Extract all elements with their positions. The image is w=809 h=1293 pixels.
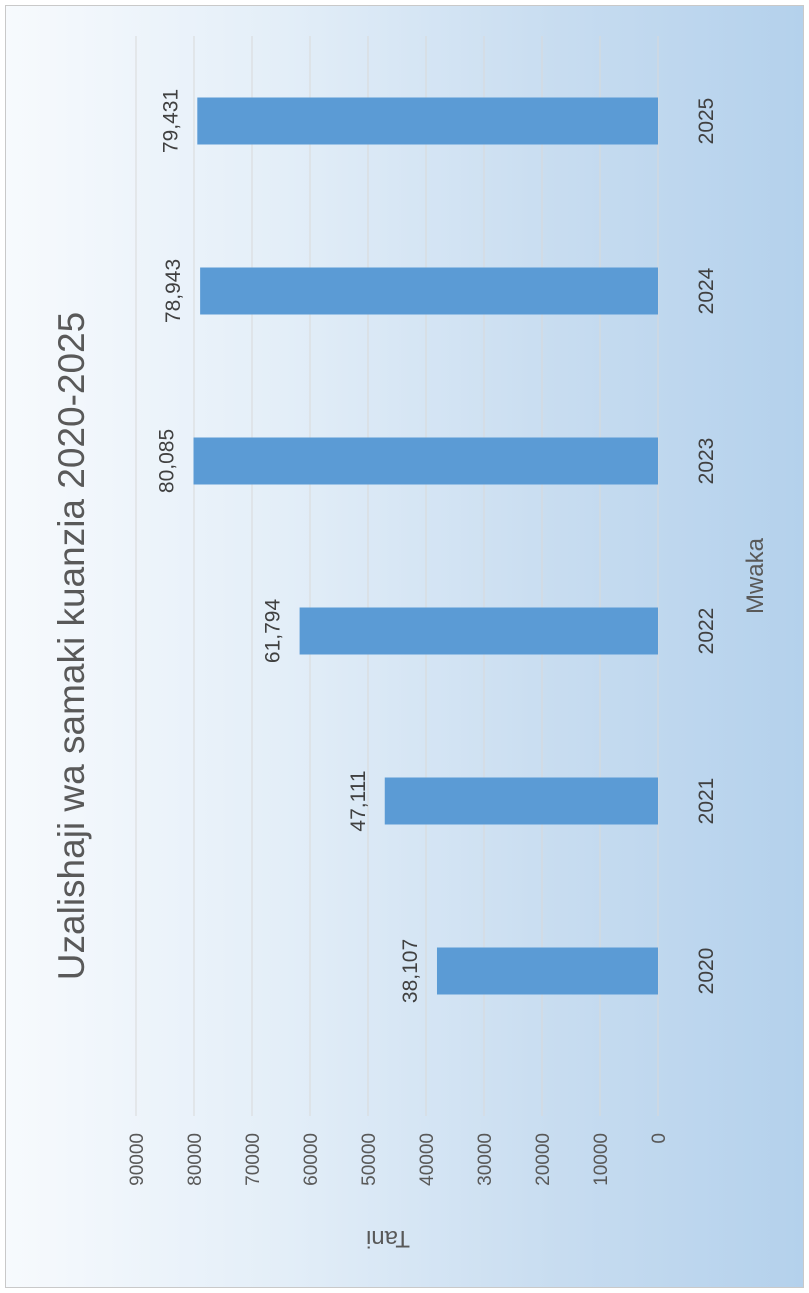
chart-title: Uzalishaji wa samaki kuanzia 2020-2025 bbox=[51, 312, 92, 980]
y-tick-label: 80000 bbox=[185, 1133, 206, 1186]
bar-2023 bbox=[193, 437, 658, 485]
y-tick-label: 90000 bbox=[127, 1133, 148, 1186]
y-tick-label: 40000 bbox=[417, 1133, 438, 1186]
data-label: 38,107 bbox=[399, 939, 422, 1003]
bars bbox=[193, 97, 658, 995]
bar-2025 bbox=[197, 97, 658, 145]
bar-2024 bbox=[200, 267, 658, 315]
data-label: 79,431 bbox=[159, 89, 182, 153]
y-tick-label: 60000 bbox=[301, 1133, 322, 1186]
labels: 0 10000 20000 30000 40000 50000 60000 70000 8000… bbox=[127, 89, 718, 1186]
y-tick-label: 10000 bbox=[591, 1133, 612, 1186]
data-label: 78,943 bbox=[162, 259, 185, 323]
chart-area: 0 10000 20000 30000 40000 50000 60000 70000 8000… bbox=[5, 5, 804, 1288]
bar-2020 bbox=[436, 947, 658, 995]
data-label: 61,794 bbox=[262, 599, 285, 664]
x-category-label: 2021 bbox=[695, 778, 718, 825]
data-label: 80,085 bbox=[156, 429, 179, 493]
x-axis-title: Mwaka bbox=[742, 537, 769, 614]
x-category-label: 2025 bbox=[695, 98, 718, 145]
y-axis-title: Tani bbox=[366, 1225, 410, 1252]
x-category-label: 2022 bbox=[695, 608, 718, 655]
bar-2021 bbox=[384, 777, 658, 825]
y-tick-label: 50000 bbox=[359, 1133, 380, 1186]
x-category-label: 2024 bbox=[695, 267, 718, 314]
bar-chart: 0 10000 20000 30000 40000 50000 60000 70000 8000… bbox=[51, 36, 769, 1252]
y-tick-label: 0 bbox=[649, 1133, 670, 1144]
data-label: 47,111 bbox=[347, 770, 370, 831]
bar-2022 bbox=[299, 607, 658, 655]
y-tick-label: 20000 bbox=[533, 1133, 554, 1186]
gridlines bbox=[135, 36, 659, 1116]
y-tick-label: 30000 bbox=[475, 1133, 496, 1186]
y-tick-label: 70000 bbox=[243, 1133, 264, 1186]
x-category-label: 2020 bbox=[695, 948, 718, 995]
x-category-label: 2023 bbox=[695, 438, 718, 485]
